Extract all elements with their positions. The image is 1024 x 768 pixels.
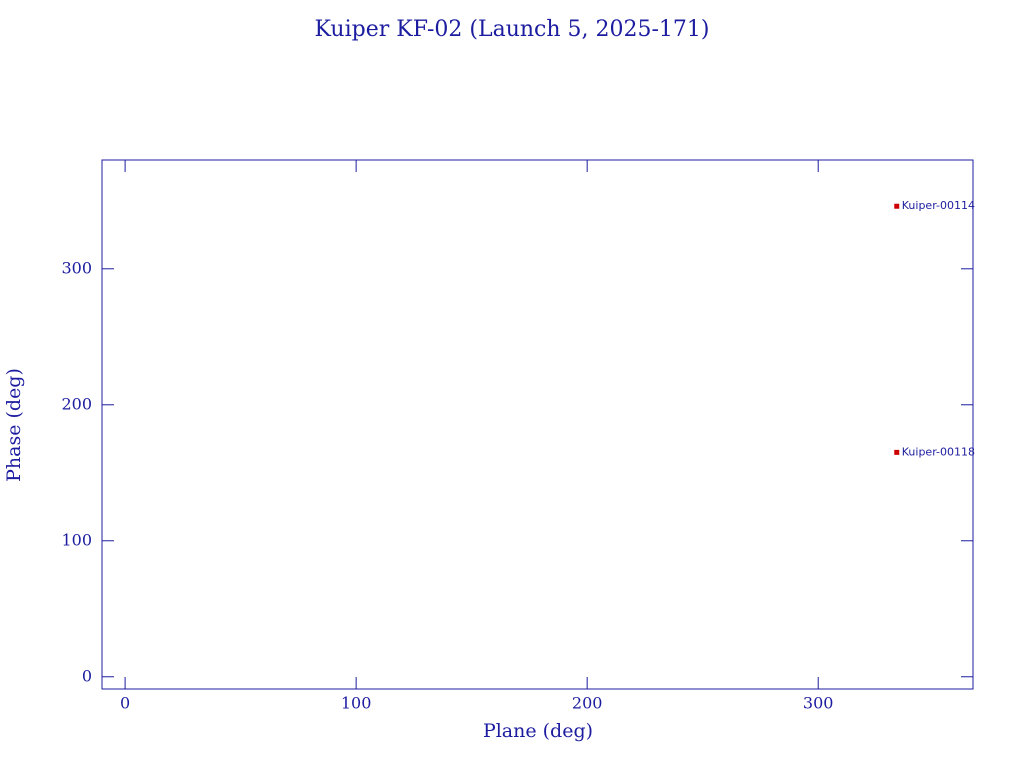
x-tick-label: 100 [341, 694, 372, 713]
y-axis-label: Phase (deg) [3, 368, 25, 482]
x-tick-label: 0 [120, 694, 130, 713]
x-tick-label: 300 [803, 694, 834, 713]
y-tick-label: 300 [61, 258, 92, 277]
point-label: Kuiper-00114 [902, 199, 975, 212]
x-tick-label: 200 [572, 694, 603, 713]
y-tick-label: 100 [61, 530, 92, 549]
point-label: Kuiper-00118 [902, 445, 975, 458]
chart-title: Kuiper KF-02 (Launch 5, 2025-171) [314, 17, 709, 42]
y-tick-label: 0 [82, 666, 92, 685]
point [894, 203, 900, 209]
plot-frame [101, 159, 974, 690]
y-tick-label: 200 [61, 394, 92, 413]
x-axis-label: Plane (deg) [483, 720, 593, 742]
point [894, 449, 900, 455]
